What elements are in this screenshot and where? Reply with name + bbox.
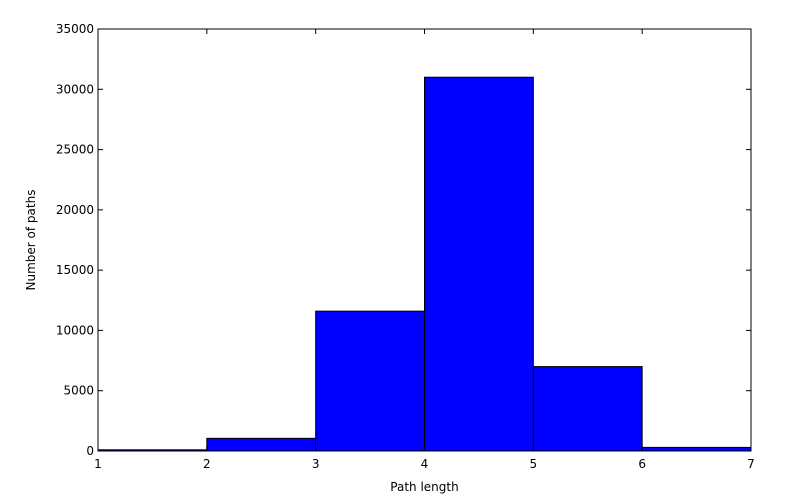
bars-group	[97, 76, 752, 452]
y-tick-label: 35000	[56, 22, 94, 36]
y-tick-label: 30000	[56, 82, 94, 96]
x-tick-label: 1	[94, 457, 102, 471]
y-tick-label: 10000	[56, 323, 94, 337]
y-tick-label: 20000	[56, 203, 94, 217]
x-ticks-group: 1 2 3 4 5 6 7	[94, 29, 755, 471]
y-ticks-group: 0 5000 10000 15000 20000 25000 30000 35000	[56, 22, 751, 458]
x-tick-label: 7	[747, 457, 755, 471]
histogram-bar-3	[315, 310, 425, 452]
y-tick-label: 15000	[56, 263, 94, 277]
x-tick-label: 6	[638, 457, 646, 471]
y-tick-label: 25000	[56, 143, 94, 157]
x-axis-label: Path length	[390, 480, 458, 494]
x-tick-label: 5	[530, 457, 538, 471]
histogram-bar-5	[532, 366, 643, 452]
x-tick-label: 4	[421, 457, 429, 471]
y-tick-label: 0	[86, 444, 94, 458]
x-tick-label: 2	[203, 457, 211, 471]
y-tick-label: 5000	[63, 384, 94, 398]
x-tick-label: 3	[312, 457, 320, 471]
histogram-bar-2	[206, 437, 317, 452]
histogram-bar-4	[424, 76, 534, 452]
histogram-bar-6	[641, 446, 752, 452]
y-axis-label: Number of paths	[24, 190, 38, 291]
